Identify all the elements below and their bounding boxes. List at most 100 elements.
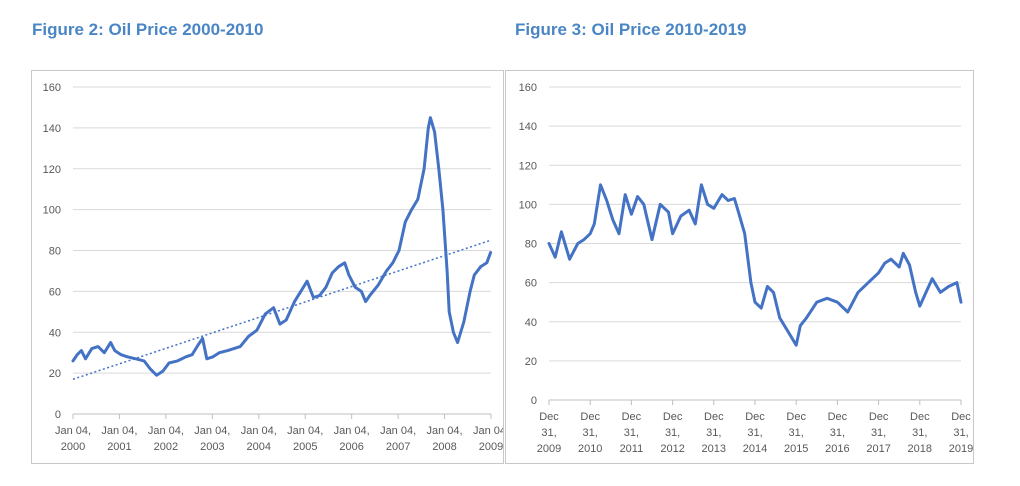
data-point [902, 252, 905, 255]
data-point [369, 294, 371, 297]
data-point [404, 221, 407, 223]
x-tick-label-line: 31, [789, 427, 804, 439]
data-point [247, 335, 250, 338]
data-point [554, 256, 556, 258]
data-point [191, 353, 193, 356]
data-point [143, 360, 145, 362]
x-tick-label-line: Dec [539, 411, 559, 423]
y-tick-label: 160 [43, 82, 61, 94]
data-point [318, 294, 321, 297]
x-tick-label-line: 31, [583, 427, 598, 439]
data-point [354, 286, 357, 289]
data-point [293, 300, 296, 303]
x-tick-label-line: Dec [704, 411, 724, 423]
x-tick-label-line: Jan 04, [427, 425, 463, 437]
x-tick-label: Dec 31, 2009 [537, 411, 561, 455]
x-tick-label: Dec 31, 2016 [825, 411, 849, 455]
x-tick-label-line: 2013 [702, 443, 726, 455]
data-point [599, 184, 602, 186]
data-point [898, 266, 900, 268]
x-tick-label-line: 2019 [949, 443, 973, 455]
x-tick-label: Dec 31, 2011 [620, 411, 644, 455]
x-tick-label-line: Dec [828, 411, 848, 423]
data-point [185, 356, 187, 358]
x-tick-label-line: 2012 [660, 443, 684, 455]
x-tick-label-line: Jan 04, [241, 425, 277, 437]
chart-title-2000-2010: Figure 2: Oil Price 2000-2010 [32, 20, 264, 39]
data-point [343, 262, 346, 264]
data-point [155, 374, 158, 377]
data-point [264, 313, 267, 315]
data-point [706, 203, 709, 206]
x-tick-label-line: 2018 [908, 443, 932, 455]
data-point [72, 360, 74, 362]
data-point [120, 353, 122, 356]
x-tick-label-line: Dec [869, 411, 889, 423]
data-point [624, 193, 626, 196]
data-point [659, 203, 661, 206]
x-tick-label-line: Dec [910, 411, 930, 423]
data-point [766, 285, 769, 288]
data-point [593, 223, 596, 225]
data-point [846, 311, 849, 313]
data-point [795, 344, 797, 347]
data-point [149, 368, 152, 370]
x-tick-label-line: 2011 [620, 443, 644, 455]
data-point [218, 351, 221, 354]
data-point [300, 290, 302, 293]
data-point [452, 331, 455, 334]
data-point [306, 280, 308, 282]
y-tick-label: 140 [519, 121, 537, 133]
x-tick-label-line: 31, [541, 427, 556, 439]
data-point [417, 198, 419, 201]
data-point [671, 232, 674, 235]
data-point [754, 301, 756, 303]
data-point [733, 197, 736, 200]
x-tick-label-line: Jan 04, [334, 425, 370, 437]
data-point [239, 345, 241, 348]
x-tick-label-line: 2015 [784, 443, 808, 455]
y-tick-label: 40 [525, 317, 537, 329]
data-point [427, 127, 430, 129]
data-point [630, 213, 633, 215]
data-point [479, 266, 482, 268]
data-point [442, 208, 444, 211]
x-tick-label: Jan 04, 2002 [148, 425, 184, 453]
x-tick-label-line: 2001 [107, 441, 131, 453]
x-tick-label-line: Jan 04, [287, 425, 323, 437]
x-tick-label-line: 31, [912, 427, 927, 439]
data-point [667, 211, 670, 213]
data-point [760, 307, 762, 309]
data-point [925, 291, 927, 294]
data-point [680, 215, 682, 217]
y-tick-label: 40 [49, 327, 61, 339]
data-point [385, 270, 388, 272]
x-tick-label-line: 2004 [247, 441, 271, 453]
x-tick-label-line: 2009 [479, 441, 503, 453]
x-tick-label: Dec 31, 2017 [866, 411, 890, 455]
x-tick-label: Jan 04, 2000 [55, 425, 91, 453]
y-tick-label: 140 [43, 123, 61, 135]
data-point [737, 211, 740, 213]
data-point [919, 305, 921, 307]
x-tick-label: Jan 04, 2007 [380, 425, 416, 453]
data-point [114, 349, 116, 352]
x-tick-label-line: Jan 04, [380, 425, 416, 437]
data-point [398, 249, 400, 252]
data-point [226, 349, 229, 352]
y-tick-label: 20 [525, 356, 537, 368]
x-tick-label: Jan 04, 2005 [287, 425, 323, 453]
data-point [589, 232, 591, 235]
x-tick-label-line: 2007 [386, 441, 410, 453]
data-point [392, 262, 394, 264]
chart-plot-2000-2010: 0 20 40 60 80 100 120 140 160 Jan 04, 2000 Jan 04, 2… [43, 82, 503, 453]
x-tick-label-line: 2014 [743, 443, 767, 455]
data-point [410, 208, 413, 211]
data-point [162, 370, 164, 372]
y-tick-label: 120 [43, 164, 61, 176]
data-point [914, 291, 917, 294]
x-tick-label: Jan 04, 2001 [101, 425, 137, 453]
y-tick-label: 20 [49, 368, 61, 380]
oil-price-series-line [71, 116, 493, 377]
x-tick-label: Jan 04, 2008 [427, 425, 463, 453]
